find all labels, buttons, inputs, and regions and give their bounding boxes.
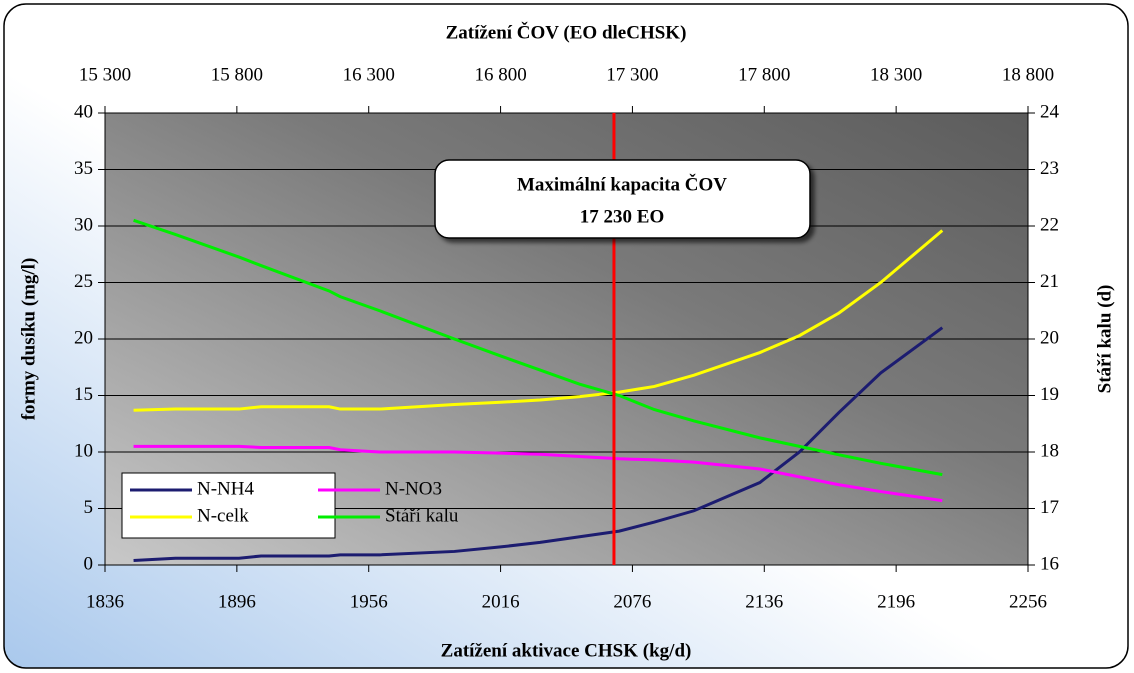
x2-tick-label: 18 300	[870, 64, 922, 85]
x2-tick-label: 17 800	[738, 64, 790, 85]
y2-tick-label: 19	[1040, 384, 1059, 405]
x-tick-label: 2016	[482, 591, 520, 612]
y2-tick-label: 24	[1040, 101, 1060, 122]
y2-tick-label: 23	[1040, 158, 1059, 179]
legend-label: Stáří kalu	[385, 505, 459, 526]
series-line	[133, 444, 943, 503]
legend-label: N-NO3	[385, 478, 442, 499]
x-tick-label: 2196	[877, 591, 915, 612]
x2-tick-label: 18 800	[1002, 64, 1054, 85]
annotation-text: 17 230 EO	[580, 206, 664, 227]
x-tick-label: 1896	[218, 591, 256, 612]
x-tick-label: 2136	[745, 591, 783, 612]
y-tick-label: 40	[74, 101, 93, 122]
x-tick-label: 1836	[86, 591, 124, 612]
y2-tick-label: 22	[1040, 214, 1059, 235]
x2-tick-label: 16 800	[474, 64, 526, 85]
x2-tick-label: 15 800	[211, 64, 263, 85]
annotation-text: Maximální kapacita ČOV	[517, 173, 727, 195]
x-tick-label: 2256	[1009, 591, 1047, 612]
x-tick-label: 1956	[350, 591, 388, 612]
y-axis-title: formy dusíku (mg/l)	[18, 258, 39, 421]
series-line	[133, 229, 944, 412]
y2-tick-label: 21	[1040, 271, 1059, 292]
y-tick-label: 15	[74, 384, 93, 405]
series-line	[133, 326, 944, 562]
y2-tick-label: 16	[1040, 553, 1059, 574]
legend-label: N-NH4	[197, 478, 254, 499]
legend-box	[121, 472, 336, 539]
chart-title: Zatížení ČOV (EO dleCHSK)	[446, 21, 687, 43]
y-tick-label: 30	[74, 214, 93, 235]
y2-tick-label: 17	[1040, 497, 1059, 518]
annotation-box	[434, 159, 811, 239]
y2-tick-label: 18	[1040, 440, 1059, 461]
y-tick-label: 20	[74, 327, 93, 348]
x-tick-label: 2076	[613, 591, 651, 612]
x2-tick-label: 16 300	[343, 64, 395, 85]
y-tick-label: 5	[84, 497, 94, 518]
y2-tick-label: 20	[1040, 327, 1059, 348]
x2-tick-label: 17 300	[606, 64, 658, 85]
y-tick-label: 0	[84, 553, 94, 574]
y-tick-label: 35	[74, 158, 93, 179]
x-axis-title: Zatížení aktivace CHSK (kg/d)	[441, 640, 692, 661]
x2-tick-label: 15 300	[79, 64, 131, 85]
legend-label: N-celk	[197, 505, 249, 526]
y-tick-label: 25	[74, 271, 93, 292]
y2-axis-title: Stáří kalu (d)	[1094, 285, 1115, 394]
y-tick-label: 10	[74, 440, 93, 461]
series-line	[133, 218, 943, 477]
